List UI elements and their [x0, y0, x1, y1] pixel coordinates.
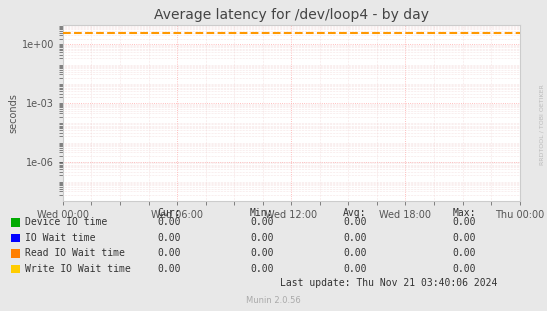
- Text: Munin 2.0.56: Munin 2.0.56: [246, 296, 301, 305]
- Text: 0.00: 0.00: [157, 233, 181, 243]
- Text: 0.00: 0.00: [250, 233, 274, 243]
- Text: 0.00: 0.00: [250, 264, 274, 274]
- Title: Average latency for /dev/loop4 - by day: Average latency for /dev/loop4 - by day: [154, 8, 429, 22]
- Text: Cur:: Cur:: [157, 208, 181, 218]
- Text: 0.00: 0.00: [452, 248, 476, 258]
- Text: Avg:: Avg:: [343, 208, 366, 218]
- Text: Write IO Wait time: Write IO Wait time: [25, 264, 130, 274]
- Text: 0.00: 0.00: [157, 264, 181, 274]
- Text: Min:: Min:: [250, 208, 274, 218]
- Text: Last update: Thu Nov 21 03:40:06 2024: Last update: Thu Nov 21 03:40:06 2024: [281, 278, 498, 288]
- Text: IO Wait time: IO Wait time: [25, 233, 95, 243]
- Text: 0.00: 0.00: [250, 217, 274, 227]
- Text: 0.00: 0.00: [452, 233, 476, 243]
- Text: 0.00: 0.00: [343, 233, 366, 243]
- Text: 0.00: 0.00: [343, 264, 366, 274]
- Text: 0.00: 0.00: [343, 217, 366, 227]
- Text: 0.00: 0.00: [157, 248, 181, 258]
- Text: 0.00: 0.00: [452, 264, 476, 274]
- Text: 0.00: 0.00: [452, 217, 476, 227]
- Text: Device IO time: Device IO time: [25, 217, 107, 227]
- Text: 0.00: 0.00: [343, 248, 366, 258]
- Text: RRDTOOL / TOBI OETIKER: RRDTOOL / TOBI OETIKER: [539, 84, 544, 165]
- Y-axis label: seconds: seconds: [9, 93, 19, 133]
- Text: Max:: Max:: [452, 208, 476, 218]
- Text: 0.00: 0.00: [157, 217, 181, 227]
- Text: 0.00: 0.00: [250, 248, 274, 258]
- Text: Read IO Wait time: Read IO Wait time: [25, 248, 125, 258]
